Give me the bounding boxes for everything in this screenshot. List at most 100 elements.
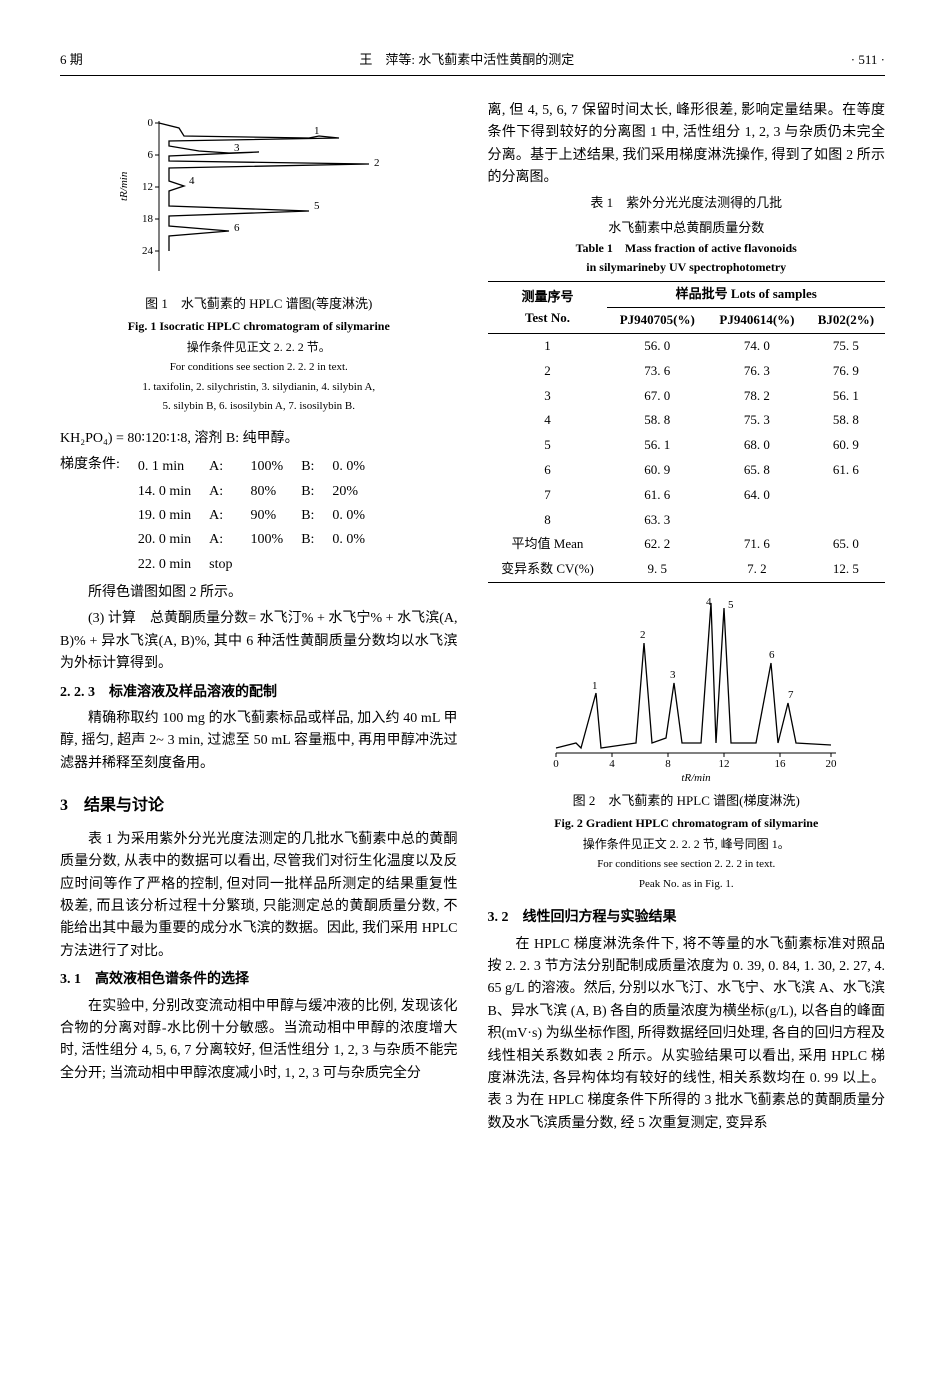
svg-text:3: 3 xyxy=(234,142,240,154)
gradient-cell: stop xyxy=(201,554,240,576)
svg-text:6: 6 xyxy=(769,649,775,661)
p-chromatogram-ref: 所得色谱图如图 2 所示。 xyxy=(60,582,458,604)
header-center: 王 萍等: 水飞蓟素中活性黄酮的测定 xyxy=(359,50,574,71)
svg-text:4: 4 xyxy=(189,175,195,187)
table-row: 863. 3 xyxy=(488,508,886,533)
gradient-cell: B: xyxy=(293,456,322,478)
table-cell: 8 xyxy=(488,508,608,533)
table-cell: 12. 5 xyxy=(807,557,885,582)
gradient-label: 梯度条件: xyxy=(60,454,120,476)
header-right: · 511 · xyxy=(851,50,885,71)
p-calculation: (3) 计算 总黄酮质量分数= 水飞汀% + 水飞宁% + 水飞滨(A, B)%… xyxy=(60,608,458,675)
svg-text:3: 3 xyxy=(670,669,676,681)
mean-label: 平均值 Mean xyxy=(488,532,608,557)
svg-text:12: 12 xyxy=(142,181,153,193)
svg-text:5: 5 xyxy=(728,599,734,611)
table-row: 273. 676. 376. 9 xyxy=(488,359,886,384)
subsection-32: 3. 2 线性回归方程与实验结果 xyxy=(488,907,886,929)
table-cell xyxy=(707,508,807,533)
svg-text:2: 2 xyxy=(640,629,646,641)
subsection-223: 2. 2. 3 标准溶液及样品溶液的配制 xyxy=(60,682,458,704)
table-cell: 60. 9 xyxy=(607,458,707,483)
page-header: 6 期 王 萍等: 水飞蓟素中活性黄酮的测定 · 511 · xyxy=(60,50,885,76)
table-cell: 56. 1 xyxy=(807,384,885,409)
table-cell: 65. 8 xyxy=(707,458,807,483)
svg-text:24: 24 xyxy=(142,245,154,257)
gradient-cell xyxy=(293,554,322,576)
fig1-caption-en: Fig. 1 Isocratic HPLC chromatogram of si… xyxy=(60,317,458,336)
table-col-header: PJ940614(%) xyxy=(707,308,807,334)
fig2-note-zh: 操作条件见正文 2. 2. 2 节, 峰号同图 1。 xyxy=(488,835,886,854)
fig1-note-en3: 5. silybin B, 6. isosilybin A, 7. isosil… xyxy=(60,398,458,416)
table1-title-en1: Table 1 Mass fraction of active flavonoi… xyxy=(488,239,886,258)
table-1: 测量序号Test No. 样品批号 Lots of samples PJ9407… xyxy=(488,281,886,583)
p-right-top: 离, 但 4, 5, 6, 7 保留时间太长, 峰形很差, 影响定量结果。在等度… xyxy=(488,100,886,190)
gradient-row: 22. 0 minstop xyxy=(130,554,373,576)
svg-text:4: 4 xyxy=(706,596,712,608)
table-cell: 68. 0 xyxy=(707,433,807,458)
figure-1-chromatogram: 0 6 12 18 24 tR/min 1 2 3 4 5 6 xyxy=(109,106,409,286)
figure-2-chromatogram: 0 4 8 12 16 20 tR/min 1 2 3 4 5 6 7 xyxy=(526,593,846,783)
table-cell: 74. 0 xyxy=(707,333,807,358)
fig1-note-en1: For conditions see section 2. 2. 2 in te… xyxy=(60,359,458,377)
p-table1-discussion: 表 1 为采用紫外分光光度法测定的几批水飞蓟素中总的黄酮质量分数, 从表中的数据… xyxy=(60,829,458,963)
gradient-cell: 80% xyxy=(243,481,292,503)
t1-head-right: 样品批号 Lots of samples xyxy=(607,282,885,308)
table-row: 156. 074. 075. 5 xyxy=(488,333,886,358)
table-cell: 1 xyxy=(488,333,608,358)
left-column: 0 6 12 18 24 tR/min 1 2 3 4 5 6 图 1 水飞蓟素… xyxy=(60,96,458,1139)
gradient-cell: 0. 1 min xyxy=(130,456,199,478)
fig1-caption-zh: 图 1 水飞蓟素的 HPLC 谱图(等度淋洗) xyxy=(60,294,458,315)
gradient-cell: 90% xyxy=(243,505,292,527)
table-cell: 60. 9 xyxy=(807,433,885,458)
fig2-caption-en: Fig. 2 Gradient HPLC chromatogram of sil… xyxy=(488,814,886,833)
gradient-cell: 0. 0% xyxy=(324,456,373,478)
gradient-row: 19. 0 minA:90%B:0. 0% xyxy=(130,505,373,527)
table-cell: 64. 0 xyxy=(707,483,807,508)
table-cell: 4 xyxy=(488,408,608,433)
right-column: 离, 但 4, 5, 6, 7 保留时间太长, 峰形很差, 影响定量结果。在等度… xyxy=(488,96,886,1139)
gradient-cell: B: xyxy=(293,505,322,527)
svg-text:12: 12 xyxy=(719,758,730,770)
table1-title-zh1: 表 1 紫外分光光度法测得的几批 xyxy=(488,193,886,214)
fig1-note-zh: 操作条件见正文 2. 2. 2 节。 xyxy=(60,338,458,357)
svg-text:0: 0 xyxy=(554,758,560,770)
table-cell: 7 xyxy=(488,483,608,508)
gradient-row: 14. 0 minA:80%B:20% xyxy=(130,481,373,503)
table-cell: 2 xyxy=(488,359,608,384)
gradient-cell xyxy=(243,554,292,576)
table-row-mean: 平均值 Mean62. 271. 665. 0 xyxy=(488,532,886,557)
table-cell: 73. 6 xyxy=(607,359,707,384)
svg-text:18: 18 xyxy=(142,213,154,225)
table-cell: 3 xyxy=(488,384,608,409)
gradient-cell: A: xyxy=(201,481,240,503)
table-row: 660. 965. 861. 6 xyxy=(488,458,886,483)
gradient-table: 0. 1 minA:100%B:0. 0% 14. 0 minA:80%B:20%… xyxy=(128,454,375,578)
fig2-note-en2: Peak No. as in Fig. 1. xyxy=(488,876,886,894)
table-cell: 65. 0 xyxy=(807,532,885,557)
p-hplc-conditions: 在实验中, 分别改变流动相中甲醇与缓冲液的比例, 发现该化合物的分离对醇-水比例… xyxy=(60,996,458,1086)
gradient-row: 0. 1 minA:100%B:0. 0% xyxy=(130,456,373,478)
table-cell: 61. 6 xyxy=(607,483,707,508)
fig1-note-en2: 1. taxifolin, 2. silychristin, 3. silydi… xyxy=(60,379,458,397)
table-cell: 62. 2 xyxy=(607,532,707,557)
table-cell: 9. 5 xyxy=(607,557,707,582)
table-row: 761. 664. 0 xyxy=(488,483,886,508)
table-cell: 67. 0 xyxy=(607,384,707,409)
table-cell: 63. 3 xyxy=(607,508,707,533)
svg-text:tR/min: tR/min xyxy=(682,772,712,783)
section-3: 3 结果与讨论 xyxy=(60,793,458,819)
table-row: 458. 875. 358. 8 xyxy=(488,408,886,433)
gradient-cell: 22. 0 min xyxy=(130,554,199,576)
fig2-note-en1: For conditions see section 2. 2. 2 in te… xyxy=(488,856,886,874)
table-cell: 5 xyxy=(488,433,608,458)
table-cell: 71. 6 xyxy=(707,532,807,557)
t1-head-en: Test No. xyxy=(525,310,570,325)
table-cell: 58. 8 xyxy=(607,408,707,433)
svg-text:5: 5 xyxy=(314,200,320,212)
p-regression: 在 HPLC 梯度淋洗条件下, 将不等量的水飞蓟素标准对照品按 2. 2. 3 … xyxy=(488,934,886,1136)
table-cell: 61. 6 xyxy=(807,458,885,483)
table-cell: 78. 2 xyxy=(707,384,807,409)
table-cell xyxy=(807,483,885,508)
header-left: 6 期 xyxy=(60,50,83,71)
